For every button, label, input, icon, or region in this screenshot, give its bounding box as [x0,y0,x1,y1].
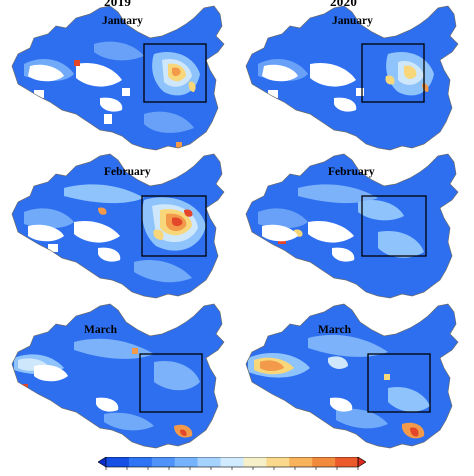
colorbar-segment [128,457,153,467]
study-region-box [139,353,203,413]
colorbar-min-arrow [97,456,107,468]
year-label-2019: 2019 [104,0,132,9]
study-region-box [143,43,207,103]
colorbar-segment [106,457,130,467]
map-2020-january [245,5,459,151]
colorbar-segment [220,457,244,467]
map-2020-february [245,153,459,299]
month-label-january-2019: January [102,15,143,27]
colorbar-segment [312,457,336,467]
study-region-box [361,195,427,257]
map-panel-2019-march: March [4,302,236,450]
month-label-february-2020: February [328,166,375,178]
colorbar-segment [243,457,267,467]
colorbar-max-arrow [357,456,367,468]
colorbar-segment [335,457,359,467]
colorbar-scale [97,456,367,470]
colorbar-segment [174,457,198,467]
colorbar-segment [151,457,176,467]
colorbar [97,456,367,471]
map-2019-february [11,153,225,299]
month-label-march-2020: March [318,324,352,336]
map-panel-2020-february: February [238,152,470,300]
map-2019-january [11,5,225,151]
colorbar-segment [266,457,290,467]
map-panel-2020-january: January [238,4,470,152]
year-label-2020: 2020 [330,0,358,9]
colorbar-segment [289,457,313,467]
map-2019-march [11,303,225,449]
study-region-box [367,353,431,413]
colorbar-segment [197,457,221,467]
study-region-box [141,195,207,257]
month-label-february-2019: February [104,166,151,178]
map-panel-2019-january: January [4,4,236,152]
map-panel-2019-february: February [4,152,236,300]
map-2020-march [245,303,459,449]
month-label-march-2019: March [84,324,118,336]
map-panel-2020-march: March [238,302,470,450]
study-region-box [361,43,425,103]
month-label-january-2020: January [332,15,373,27]
